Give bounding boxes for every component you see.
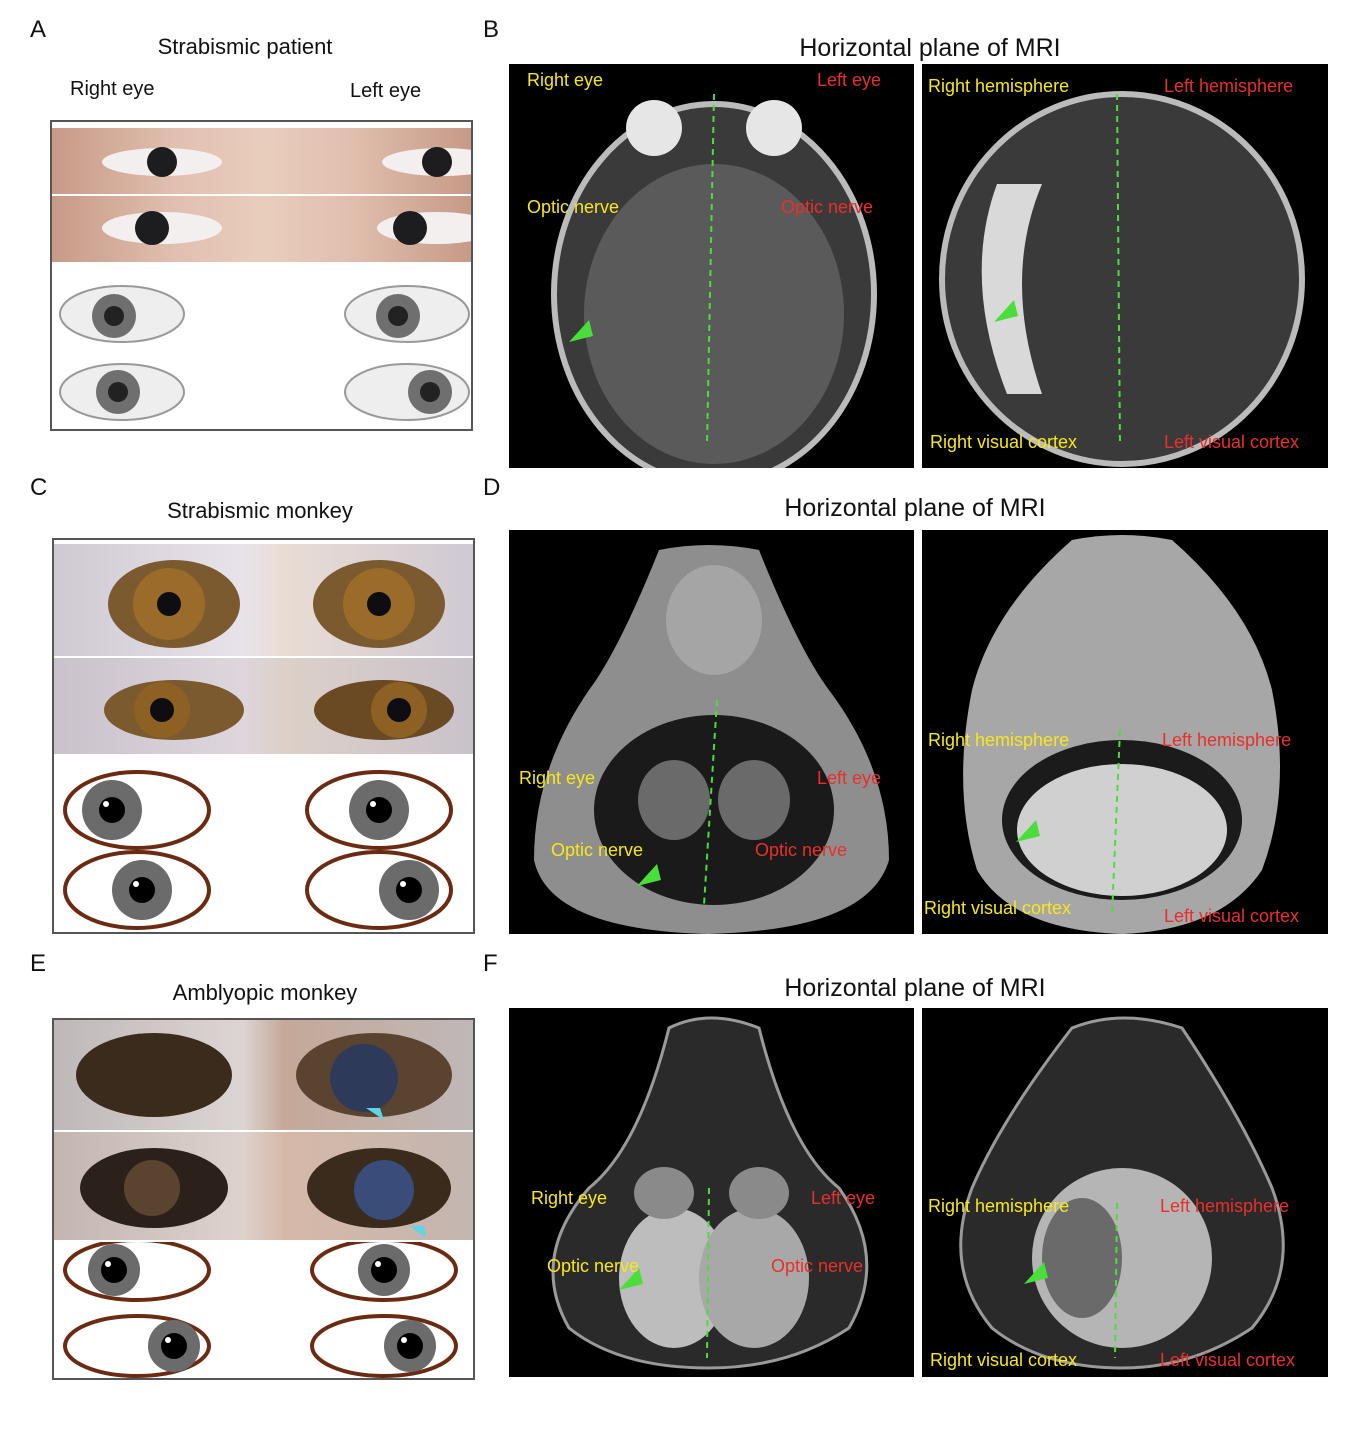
mri-b2-right-visual-cortex-label: Right visual cortex [930,432,1078,452]
mri-b1-optic-nerve-left-label: Optic nerve [781,197,874,217]
mri-f1-optic-nerve-right-label: Optic nerve [547,1256,640,1276]
panel-letter-f: F [483,950,498,977]
mri-d2-left-visual-cortex-label: Left visual cortex [1164,906,1300,926]
mri-b-left: Right eye Left eye Optic nerve Optic ner… [509,64,914,468]
mri-f2-left-hemisphere-label: Left hemisphere [1160,1196,1290,1216]
mri-d-right: Right hemisphere Left hemisphere Right v… [922,530,1328,934]
mri-d2-right-visual-cortex-label: Right visual cortex [924,898,1072,918]
mri-b2-right-hemisphere-label: Right hemisphere [928,76,1070,96]
panel-c-title: Strabismic monkey [167,498,353,523]
panel-letter-e: E [30,950,47,977]
amblyopic-eye-schematic [54,1238,473,1378]
mri-b1-optic-nerve-right-label: Optic nerve [527,197,620,217]
mri-f1-optic-nerve-left-label: Optic nerve [771,1256,864,1276]
mri-d1-optic-nerve-right-label: Optic nerve [551,840,644,860]
panel-e-title: Amblyopic monkey [172,980,358,1005]
right-eye-label: Right eye [70,78,155,100]
amblyopic-eyes-photo-1 [54,1020,473,1130]
mri-f1-right-eye-label: Right eye [531,1188,608,1208]
left-eye-label: Left eye [350,80,422,102]
mri-d1-left-eye-label: Left eye [817,768,882,788]
panel-letter-b: B [483,16,500,43]
mri-d-left: Right eye Left eye Optic nerve Optic ner… [509,530,914,934]
monkey-eyes-photo-1 [54,544,473,656]
mri-f-right: Right hemisphere Left hemisphere Right v… [922,1008,1328,1377]
amblyopic-eyes-photo-2 [54,1132,473,1240]
mri-d2-left-hemisphere-label: Left hemisphere [1162,730,1292,750]
mri-b2-left-hemisphere-label: Left hemisphere [1164,76,1294,96]
mri-d1-right-eye-label: Right eye [519,768,596,788]
mri-b1-left-eye-label: Left eye [817,70,882,90]
panel-a-figure [50,120,473,431]
monkey-eye-schematic [54,756,473,932]
mri-d1-optic-nerve-left-label: Optic nerve [755,840,848,860]
panel-a-title: Strabismic patient [157,34,333,59]
mri-f1-left-eye-label: Left eye [811,1188,876,1208]
patient-eyes-photo-1 [52,128,471,194]
mri-f-left: Right eye Left eye Optic nerve Optic ner… [509,1008,914,1377]
mri-f2-left-visual-cortex-label: Left visual cortex [1160,1350,1296,1370]
panel-c-figure [52,538,475,934]
panel-b-title: Horizontal plane of MRI [799,34,1061,62]
panel-e-figure [52,1018,475,1380]
panel-f-title: Horizontal plane of MRI [784,974,1046,1002]
panel-letter-d: D [483,474,501,501]
mri-b1-right-eye-label: Right eye [527,70,604,90]
mri-d2-right-hemisphere-label: Right hemisphere [928,730,1070,750]
panel-letter-c: C [30,474,48,501]
schematic-eye-top-right [59,285,185,343]
monkey-eyes-photo-2 [54,658,473,754]
panel-letter-a: A [30,16,47,43]
mri-f2-right-hemisphere-label: Right hemisphere [928,1196,1070,1216]
mri-b2-left-visual-cortex-label: Left visual cortex [1164,432,1300,452]
patient-eyes-photo-2 [52,196,471,262]
mri-f2-right-visual-cortex-label: Right visual cortex [930,1350,1078,1370]
mri-b-right: Right hemisphere Left hemisphere Right v… [922,64,1328,468]
panel-d-title: Horizontal plane of MRI [784,494,1046,522]
patient-eye-schematic [52,264,471,429]
